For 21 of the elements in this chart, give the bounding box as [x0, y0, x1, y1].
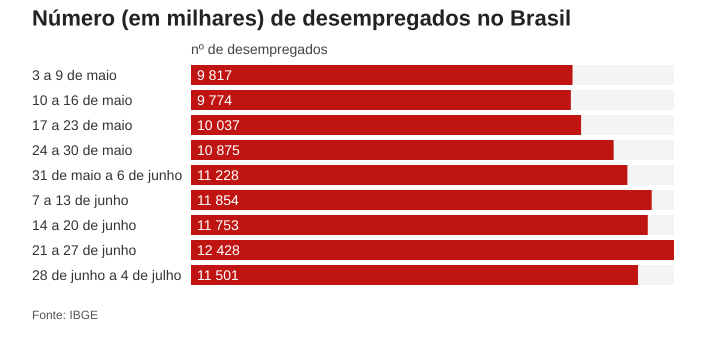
- y-tick-label: 10 a 16 de maio: [32, 92, 133, 108]
- data-label: 11 854: [197, 192, 239, 208]
- data-label: 11 228: [197, 167, 239, 183]
- y-tick-label: 28 de junho a 4 de julho: [32, 267, 182, 283]
- data-label: 12 428: [197, 242, 240, 258]
- chart-title: Número (em milhares) de desempregados no Brasil: [32, 6, 572, 30]
- y-tick-label: 7 a 13 de junho: [32, 192, 129, 208]
- data-label: 10 875: [197, 142, 240, 158]
- y-tick-label: 3 a 9 de maio: [32, 67, 118, 83]
- y-tick-label: 31 de maio a 6 de junho: [32, 167, 182, 183]
- data-label: 11 753: [197, 217, 239, 233]
- y-tick-label: 14 a 20 de junho: [32, 217, 137, 233]
- data-label: 11 501: [197, 267, 239, 283]
- y-tick-label: 17 a 23 de maio: [32, 117, 133, 133]
- source-note: Fonte: IBGE: [32, 308, 98, 322]
- data-label: 10 037: [197, 117, 240, 133]
- y-tick-label: 24 a 30 de maio: [32, 142, 133, 158]
- data-label: 9 817: [197, 67, 232, 83]
- x-axis-title: nº de desempregados: [191, 41, 328, 57]
- data-label: 9 774: [197, 92, 232, 108]
- y-tick-label: 21 a 27 de junho: [32, 242, 137, 258]
